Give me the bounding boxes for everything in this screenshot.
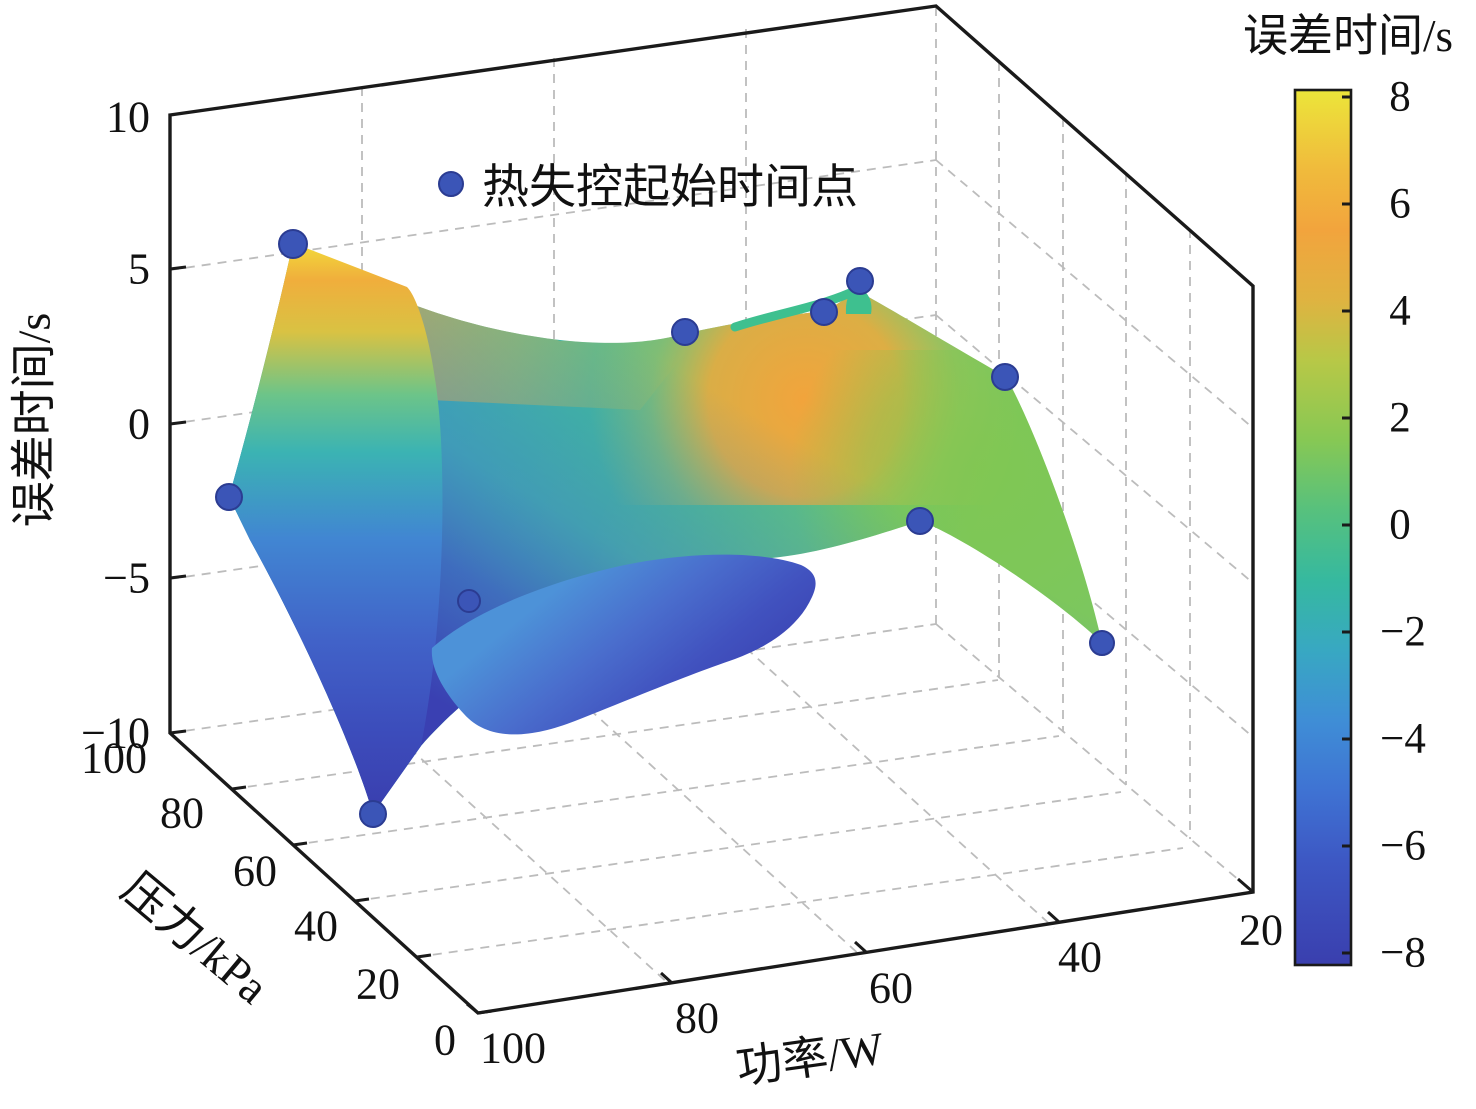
tick-mark	[1046, 910, 1061, 924]
tick-mark	[169, 574, 187, 580]
data-point-marker	[991, 363, 1019, 391]
tick-mark	[354, 897, 370, 903]
colorbar-tick-label: 2	[1389, 395, 1411, 442]
tick-mark	[292, 841, 308, 847]
data-point-marker	[359, 800, 387, 828]
surface-ridge-edge	[730, 288, 855, 332]
tick-mark	[466, 1002, 479, 1015]
colorbar-frame	[1293, 88, 1353, 967]
y-tick-label: 80	[160, 789, 204, 838]
surface-group	[229, 243, 1102, 814]
grid-line	[553, 676, 863, 958]
z-axis-title: 误差时间/s	[9, 313, 60, 528]
data-point-marker	[906, 507, 934, 535]
colorbar-tick-label: 8	[1389, 74, 1411, 121]
colorbar-tick-label: −6	[1380, 823, 1426, 870]
z-tick-label: 5	[128, 245, 150, 294]
legend-marker-icon	[438, 171, 464, 197]
tick-mark	[169, 420, 187, 426]
x-tick-label: 80	[675, 994, 719, 1043]
colorbar-tick-label: −4	[1380, 716, 1426, 763]
data-point-marker	[215, 483, 243, 511]
x-axis-title: 功率/W	[733, 1022, 887, 1093]
colorbar-tick-label: 4	[1389, 288, 1411, 335]
x-tick-label: 100	[480, 1024, 546, 1073]
data-point-marker	[278, 229, 308, 259]
colorbar-tick-label: −2	[1380, 609, 1426, 656]
tick-mark	[1237, 877, 1254, 894]
y-tick-label: 0	[434, 1016, 456, 1065]
y-tick-label: 40	[294, 902, 338, 951]
x-tick-label: 60	[869, 964, 913, 1013]
colorbar-tick-label: 6	[1389, 181, 1411, 228]
grid-line	[935, 314, 1254, 584]
tick-mark	[169, 265, 187, 271]
colorbar-title: 误差时间/s	[1243, 11, 1453, 61]
data-point-marker	[810, 298, 838, 326]
surface-patch	[229, 243, 443, 814]
tick-mark	[231, 785, 247, 791]
tick-mark	[853, 940, 868, 954]
colorbar-tick-label: −8	[1380, 930, 1426, 977]
z-tick-label: 0	[128, 400, 150, 449]
grid-line	[935, 623, 1254, 893]
tick-mark	[416, 953, 432, 959]
grid-line	[935, 159, 1254, 429]
x-tick-label: 20	[1239, 906, 1283, 955]
data-point-marker	[457, 589, 481, 613]
grid-line	[416, 847, 1184, 958]
data-point-marker	[1089, 630, 1115, 656]
grid-line	[292, 735, 1060, 846]
grid-line	[745, 647, 1055, 929]
y-tick-label: 60	[233, 847, 277, 896]
colorbar-tick-label: 0	[1389, 502, 1411, 549]
surface-patch	[431, 554, 816, 735]
tick-mark	[477, 1009, 493, 1015]
colorbar-gradient	[1295, 90, 1351, 965]
data-point-marker	[671, 318, 699, 346]
x-tick-label: 40	[1058, 933, 1102, 982]
z-tick-label: −5	[103, 554, 150, 603]
y-tick-label: 20	[356, 960, 400, 1009]
grid-line	[354, 791, 1122, 902]
z-tick-label: 10	[106, 93, 150, 142]
data-point-marker	[846, 267, 874, 295]
y-tick-label: 100	[81, 734, 147, 783]
tick-mark	[169, 729, 187, 735]
tick-mark	[659, 971, 674, 985]
z-tick-label: −10	[81, 709, 150, 758]
legend-label: 热失控起始时间点	[482, 162, 858, 214]
